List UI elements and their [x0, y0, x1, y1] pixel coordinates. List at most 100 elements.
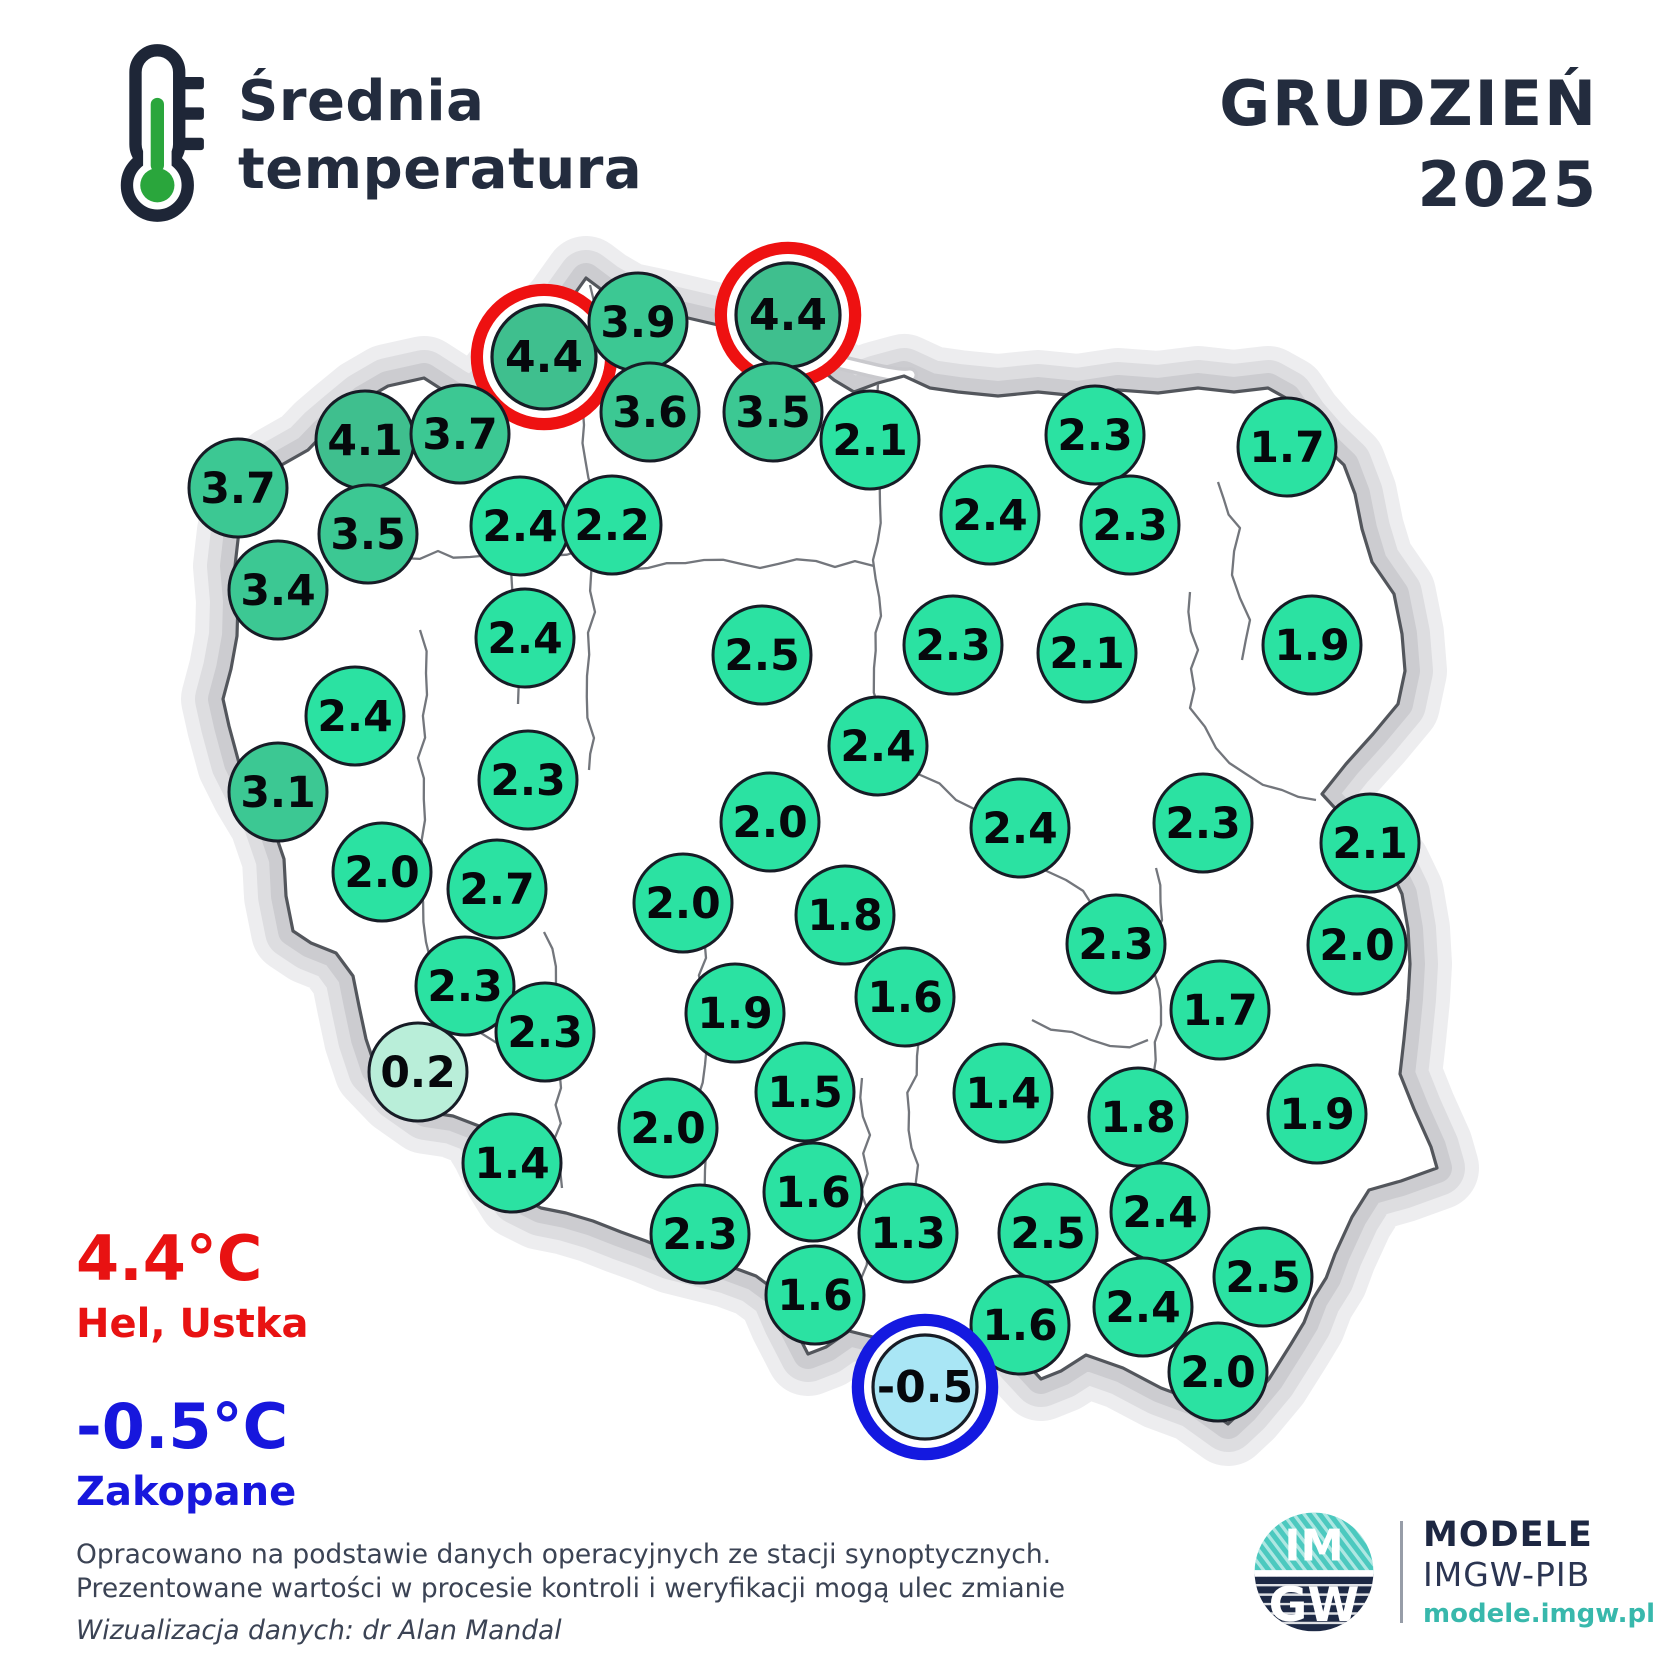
page-title: Średnia temperatura	[238, 68, 642, 205]
station-bubble: 3.1	[227, 741, 329, 843]
station-value: 2.3	[915, 622, 990, 671]
station-circle	[227, 741, 329, 843]
station-circle	[1036, 602, 1138, 704]
station-circle	[1212, 1226, 1314, 1328]
station-value: 2.5	[1010, 1210, 1085, 1259]
station-value: 2.0	[630, 1105, 705, 1154]
station-value: 1.8	[1100, 1094, 1175, 1143]
station-value: 2.0	[1319, 922, 1394, 971]
month-year-label: GRUDZIEŃ 2025	[1219, 64, 1598, 225]
station-bubble: 2.3	[902, 594, 1004, 696]
station-bubble: 1.8	[1087, 1066, 1189, 1168]
station-bubble: 1.5	[754, 1041, 856, 1143]
station-circle	[1167, 1321, 1269, 1423]
station-value: 2.4	[1105, 1284, 1180, 1333]
station-value: 2.2	[574, 502, 649, 551]
station-circle	[854, 946, 956, 1048]
voivodeship-border	[1187, 591, 1317, 802]
station-value: 3.5	[735, 389, 810, 438]
station-bubble: 1.6	[764, 1244, 866, 1346]
station-bubble: 2.5	[711, 604, 813, 706]
station-circle	[819, 389, 921, 491]
station-circle	[617, 1077, 719, 1179]
station-value: 4.4	[749, 290, 827, 341]
station-value: 1.7	[1249, 424, 1324, 473]
station-circle	[490, 303, 598, 411]
station-value: 2.0	[732, 799, 807, 848]
min-highlight-ring	[851, 1313, 999, 1461]
station-bubble: 2.4	[969, 777, 1071, 879]
station-value: 1.9	[697, 990, 772, 1039]
station-circle	[1065, 893, 1167, 995]
brand-divider	[1400, 1521, 1403, 1623]
brand-url: modele.imgw.pl	[1423, 1599, 1655, 1630]
station-circle	[764, 1244, 866, 1346]
records-block: 4.4°C Hel, Ustka -0.5°C Zakopane	[76, 1222, 308, 1515]
station-circle	[494, 981, 596, 1083]
station-value: 2.4	[840, 723, 915, 772]
min-temperature-value: -0.5°C	[76, 1390, 289, 1463]
station-circle	[1044, 384, 1146, 486]
station-bubble: 4.1	[314, 389, 416, 491]
station-bubble: 1.7	[1169, 959, 1271, 1061]
station-circle	[1152, 772, 1254, 874]
station-value: -0.5	[877, 1362, 973, 1413]
station-value: 2.0	[344, 849, 419, 898]
station-bubble: 2.0	[617, 1077, 719, 1179]
station-bubble: 2.4	[1109, 1161, 1211, 1263]
station-bubble-max: 4.4	[470, 283, 618, 431]
station-value: 1.4	[965, 1070, 1040, 1119]
year-label: 2025	[1417, 147, 1598, 221]
station-circle	[649, 1183, 751, 1285]
station-bubble: 2.0	[331, 821, 433, 923]
station-bubble: 1.3	[857, 1182, 959, 1284]
station-bubble: 2.4	[469, 475, 571, 577]
station-value: 2.4	[487, 615, 562, 664]
station-value: 2.3	[1057, 412, 1132, 461]
station-bubble: 3.7	[409, 383, 511, 485]
station-bubble: 1.4	[461, 1112, 563, 1214]
station-value: 2.4	[952, 492, 1027, 541]
station-circle	[1236, 396, 1338, 498]
station-bubble: 3.7	[187, 437, 289, 539]
max-temperature-value: 4.4°C	[76, 1222, 263, 1295]
station-value: 1.6	[982, 1302, 1057, 1351]
station-value: 2.1	[1332, 820, 1407, 869]
station-bubble: 1.9	[1266, 1063, 1368, 1165]
station-circle	[857, 1182, 959, 1284]
station-circle	[331, 821, 433, 923]
station-bubble: 2.3	[1044, 384, 1146, 486]
station-value: 3.9	[600, 299, 675, 348]
station-circle	[474, 587, 576, 689]
station-circle	[477, 729, 579, 831]
station-circle	[304, 665, 406, 767]
station-circle	[939, 464, 1041, 566]
station-circle	[1266, 1063, 1368, 1165]
station-value: 1.4	[474, 1140, 549, 1189]
station-circle	[187, 437, 289, 539]
station-bubble: 1.6	[969, 1274, 1071, 1376]
station-bubbles-layer: 4.43.9 4.44.1 3.7 3.6 3.52.1 2.3 1.73.73.5 2.4 2…	[187, 241, 1421, 1461]
station-bubble-max: 4.4	[714, 241, 862, 389]
imgw-brand-block: IM GW MODELE IMGW-PIB modele.imgw.pl	[1248, 1506, 1655, 1638]
station-circle	[409, 383, 511, 485]
station-bubble: 3.6	[599, 361, 701, 463]
station-bubble: 2.1	[1036, 602, 1138, 704]
brand-name: MODELE	[1423, 1514, 1593, 1555]
station-bubble: 2.0	[719, 771, 821, 873]
station-circle	[1169, 959, 1271, 1061]
logo-text-im: IM	[1284, 1522, 1343, 1572]
disclaimer-line-1: Opracowano na podstawie danych operacyjn…	[76, 1539, 1052, 1570]
station-bubble: 2.4	[1092, 1256, 1194, 1358]
station-value: 2.0	[645, 880, 720, 929]
station-value: 1.8	[807, 892, 882, 941]
station-value: 3.1	[240, 769, 315, 818]
station-circle	[722, 361, 824, 463]
min-temperature-station: Zakopane	[76, 1469, 297, 1515]
station-value: 1.9	[1274, 622, 1349, 671]
station-value: 4.4	[505, 332, 583, 383]
station-bubble: 2.5	[1212, 1226, 1314, 1328]
station-bubble: 2.7	[446, 838, 548, 940]
station-bubble: 2.3	[477, 729, 579, 831]
station-bubble: 2.3	[1152, 772, 1254, 874]
